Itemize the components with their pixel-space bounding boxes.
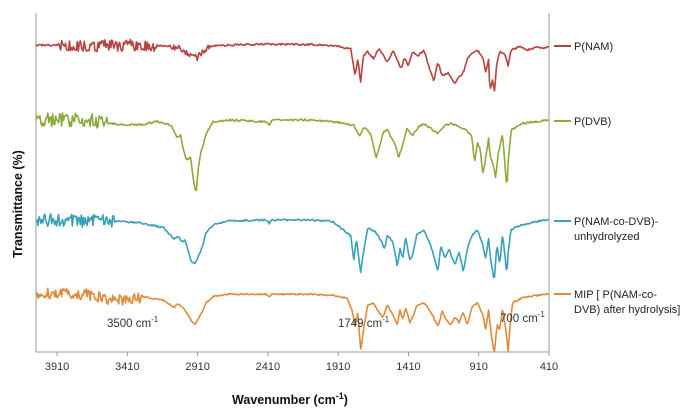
- plot-frame: [35, 13, 550, 353]
- x-tick-label-2: 2910: [185, 361, 209, 373]
- legend: P(NAM) P(DVB) P(NAM-co-DVB)- unhydrolyzed MI…: [554, 41, 680, 316]
- x-axis: 3910 3410 2910 2410 1910 1410 910 410: [45, 352, 558, 373]
- x-tick-label-5: 1410: [396, 361, 420, 373]
- x-tick-label-6: 910: [470, 361, 488, 373]
- annotations: 3500 cm-1 1749 cm-1 700 cm-1: [107, 310, 545, 330]
- legend-label-2: P(NAM-co-DVB)-: [574, 216, 659, 228]
- annotation-1: 1749 cm-1: [338, 315, 390, 330]
- legend-label-1: P(DVB): [574, 116, 611, 128]
- annotation-2: 700 cm-1: [500, 310, 545, 325]
- annotation-0: 3500 cm-1: [107, 315, 159, 330]
- x-tick-label-1: 3410: [115, 361, 139, 373]
- series-line-3: [35, 287, 549, 353]
- legend-label-3: MIP [ P(NAM-co-: [574, 289, 657, 301]
- y-axis-title: Transmittance (%): [11, 150, 25, 258]
- x-tick-label-4: 1910: [326, 361, 350, 373]
- x-tick-label-0: 3910: [45, 361, 69, 373]
- x-axis-title: Wavenumber (cm-1): [232, 391, 348, 407]
- series-group: [35, 38, 550, 353]
- legend-label-3-line2: DVB) after hydrolysis]: [574, 304, 680, 316]
- x-tick-label-7: 410: [540, 361, 558, 373]
- legend-label-0: P(NAM): [574, 41, 613, 53]
- x-tick-label-3: 2410: [256, 361, 280, 373]
- series-line-2: [35, 213, 550, 279]
- series-line-0: [35, 38, 549, 92]
- series-line-1: [35, 112, 550, 192]
- legend-label-2-line2: unhydrolyzed: [574, 231, 639, 243]
